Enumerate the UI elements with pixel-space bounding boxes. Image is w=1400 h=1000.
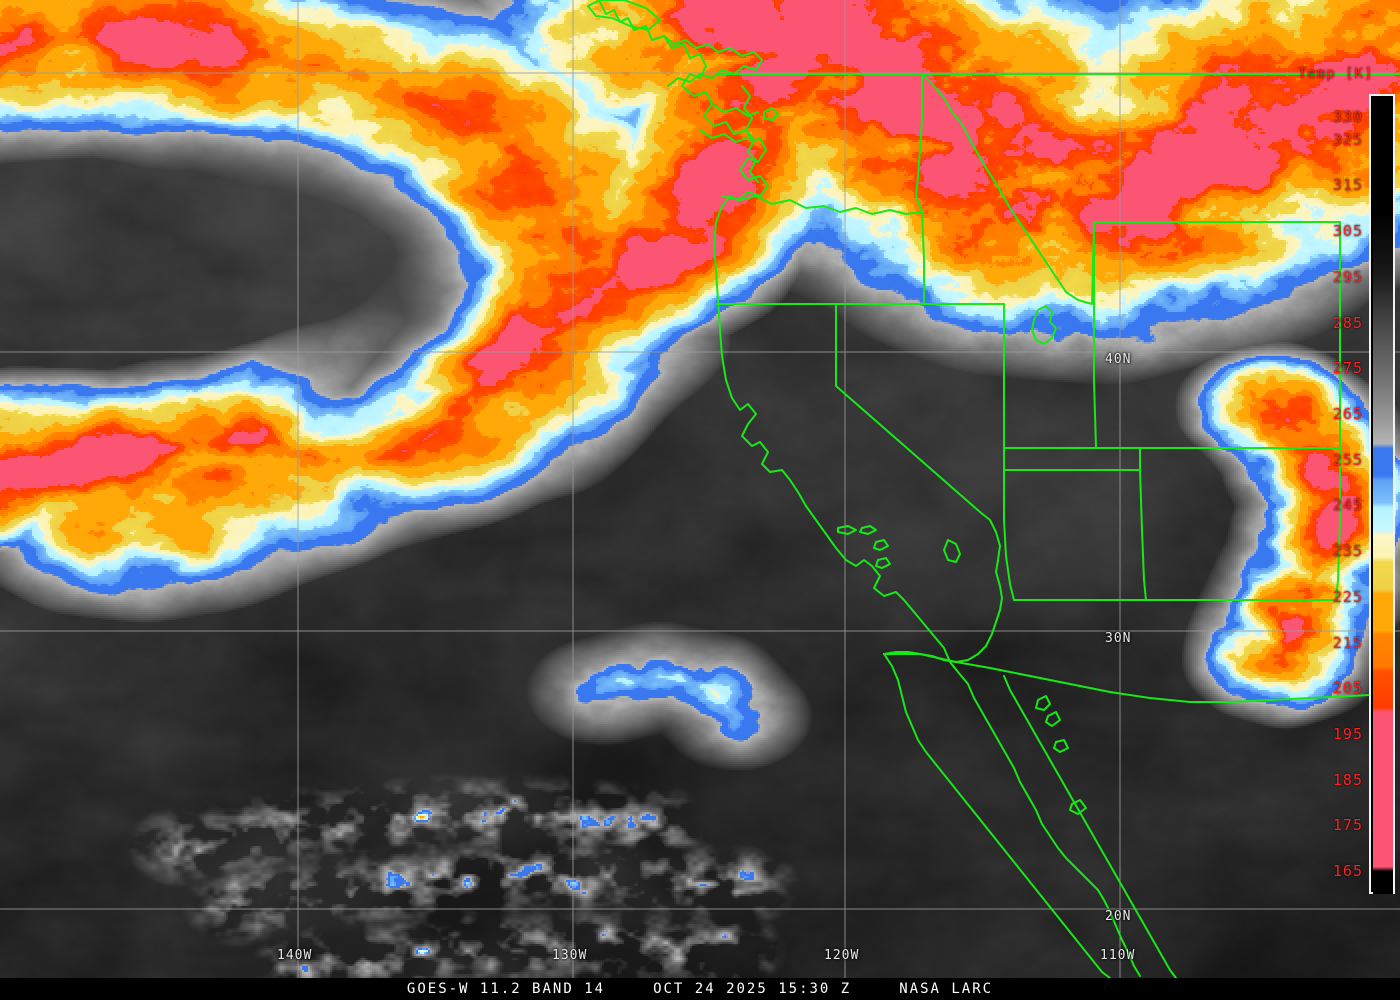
map-vector bbox=[1093, 221, 1097, 449]
map-vector bbox=[873, 539, 889, 551]
colorbar-tick-245: 245 bbox=[1332, 496, 1363, 515]
map-vector bbox=[1045, 711, 1061, 727]
map-vector bbox=[741, 85, 759, 183]
map-vector bbox=[1335, 447, 1341, 601]
colorbar-tick-255: 255 bbox=[1332, 450, 1363, 469]
colorbar-tick-205: 205 bbox=[1332, 679, 1363, 698]
map-vector bbox=[599, 1, 1141, 977]
map-vector bbox=[1069, 799, 1087, 815]
colorbar-tick-325: 325 bbox=[1332, 130, 1363, 149]
colorbar-tick-215: 215 bbox=[1332, 633, 1363, 652]
colorbar bbox=[1369, 94, 1395, 894]
map-vector bbox=[587, 0, 661, 31]
map-vector bbox=[1139, 447, 1147, 601]
map-vector bbox=[883, 653, 1111, 979]
map-vector bbox=[699, 129, 747, 143]
colorbar-tick-235: 235 bbox=[1332, 542, 1363, 561]
map-vector bbox=[1035, 695, 1051, 711]
caption-bar: GOES-W 11.2 BAND 14 OCT 24 2025 15:30 Z … bbox=[0, 978, 1400, 1000]
colorbar-tick-295: 295 bbox=[1332, 267, 1363, 286]
colorbar-tick-265: 265 bbox=[1332, 405, 1363, 423]
map-vector bbox=[859, 525, 877, 535]
colorbar-tick-185: 185 bbox=[1332, 770, 1363, 789]
map-vector bbox=[837, 525, 857, 535]
colorbar-tick-305: 305 bbox=[1332, 222, 1363, 241]
colorbar-title: Temp [K] bbox=[1298, 66, 1374, 82]
map-vector bbox=[915, 73, 925, 305]
map-vector bbox=[923, 303, 1005, 471]
map-vector bbox=[1031, 305, 1057, 345]
map-vector bbox=[835, 385, 1003, 663]
colorbar-tick-330: 330 bbox=[1332, 107, 1363, 126]
colorbar-tick-195: 195 bbox=[1332, 725, 1363, 743]
map-vector bbox=[883, 653, 1391, 703]
map-vector bbox=[763, 107, 779, 121]
caption-product: GOES-W 11.2 BAND 14 bbox=[406, 981, 606, 997]
map-vector bbox=[721, 195, 923, 215]
colorbar-tick-315: 315 bbox=[1332, 176, 1363, 195]
map-vector bbox=[1003, 469, 1015, 601]
colorbar-tick-225: 225 bbox=[1332, 587, 1363, 606]
colorbar-gradient bbox=[1373, 98, 1393, 894]
colorbar-tick-175: 175 bbox=[1332, 816, 1363, 835]
graticule-lines bbox=[0, 0, 1400, 978]
map-vector bbox=[943, 539, 961, 563]
map-vector bbox=[1053, 739, 1069, 753]
colorbar-tick-285: 285 bbox=[1332, 313, 1363, 332]
colorbar-tick-165: 165 bbox=[1332, 862, 1363, 881]
caption-timestamp: OCT 24 2025 15:30 Z bbox=[653, 981, 852, 997]
map-vector bbox=[875, 557, 891, 569]
map-vector bbox=[711, 103, 759, 117]
map-vector bbox=[663, 35, 763, 87]
map-vector bbox=[921, 73, 1095, 305]
caption-source: NASA LARC bbox=[899, 981, 994, 997]
colorbar-tick-275: 275 bbox=[1332, 359, 1363, 378]
coastline-and-border-lines bbox=[587, 0, 1400, 979]
map-vector bbox=[1003, 675, 1177, 979]
colorbar-frame bbox=[1369, 94, 1395, 894]
